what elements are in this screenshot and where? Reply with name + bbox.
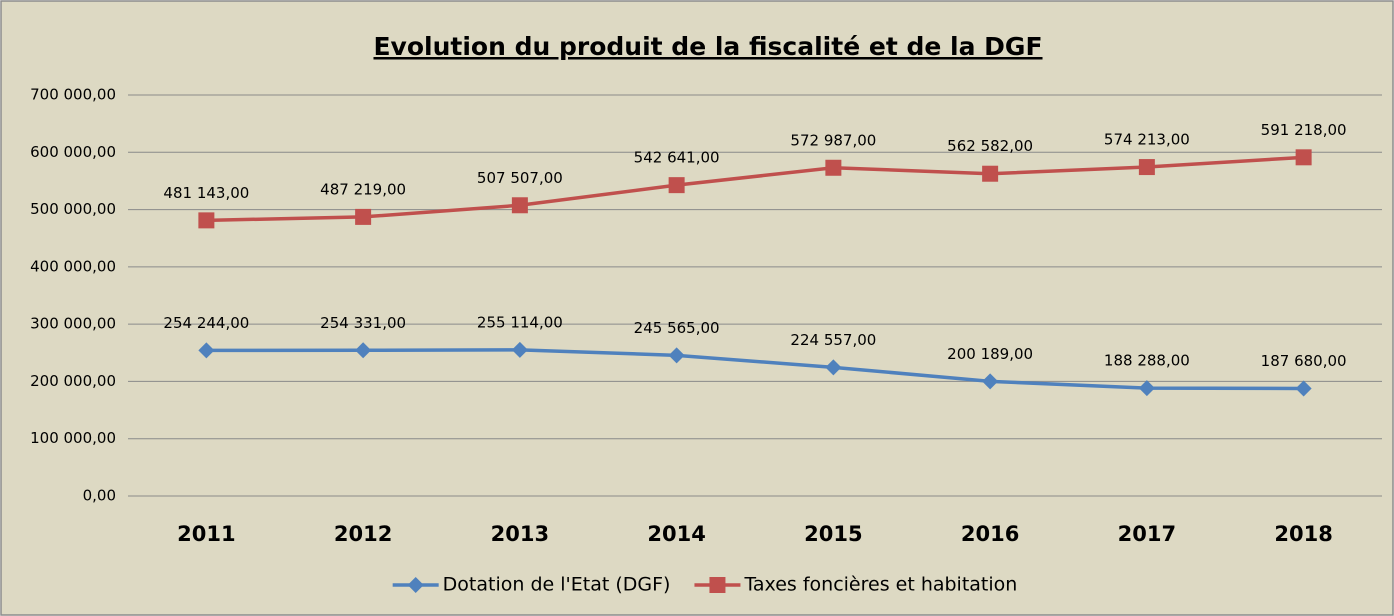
x-tick-label: 2013: [491, 522, 549, 546]
data-label: 481 143,00: [163, 184, 249, 202]
series-line: [206, 155, 1304, 223]
data-label: 255 114,00: [477, 313, 563, 331]
data-label: 487 219,00: [320, 180, 406, 198]
marker: [511, 341, 528, 358]
marker: [511, 197, 528, 214]
data-label: 224 557,00: [790, 331, 876, 349]
marker: [198, 342, 215, 359]
marker: [355, 208, 372, 225]
y-tick-label: 700 000,00: [30, 86, 116, 104]
data-label: 187 680,00: [1261, 352, 1347, 370]
marker: [668, 177, 685, 194]
y-tick-label: 500 000,00: [30, 200, 116, 218]
marker: [1295, 380, 1312, 397]
data-label: 200 189,00: [947, 345, 1033, 363]
data-label: 188 288,00: [1104, 352, 1190, 370]
data-label: 542 641,00: [634, 149, 720, 167]
legend-label: Dotation de l'Etat (DGF): [443, 574, 671, 596]
marker: [668, 347, 685, 364]
legend-label: Taxes foncières et habitation: [743, 574, 1017, 596]
data-label: 591 218,00: [1261, 121, 1347, 139]
series-line: [206, 348, 1304, 391]
marker: [825, 159, 842, 176]
legend: Dotation de l'Etat (DGF) Taxes foncières …: [392, 574, 1017, 596]
data-label: 254 244,00: [163, 314, 249, 332]
y-tick-label: 400 000,00: [30, 257, 116, 275]
chart-title: Evolution du produit de la fiscalité et …: [373, 32, 1042, 61]
marker: [825, 359, 842, 376]
y-tick-label: 600 000,00: [30, 143, 116, 161]
y-tick-label: 100 000,00: [30, 429, 116, 447]
y-tick-label: 0,00: [83, 487, 116, 505]
y-tick-label: 300 000,00: [30, 315, 116, 333]
x-tick-label: 2018: [1274, 522, 1332, 546]
x-tick-label: 2012: [334, 522, 392, 546]
marker: [407, 577, 424, 593]
marker: [198, 212, 215, 229]
marker: [1138, 159, 1155, 176]
marker: [355, 342, 372, 359]
data-label: 507 507,00: [477, 169, 563, 187]
data-label: 572 987,00: [790, 131, 876, 149]
data-label: 254 331,00: [320, 314, 406, 332]
data-label: 245 565,00: [634, 319, 720, 337]
y-tick-label: 200 000,00: [30, 372, 116, 390]
x-tick-label: 2016: [961, 522, 1019, 546]
x-tick-label: 2015: [804, 522, 862, 546]
marker: [1295, 149, 1312, 166]
marker: [709, 577, 726, 593]
data-label: 574 213,00: [1104, 131, 1190, 149]
data-label: 562 582,00: [947, 137, 1033, 155]
marker: [982, 373, 999, 390]
x-tick-label: 2017: [1118, 522, 1176, 546]
x-tick-label: 2011: [177, 522, 235, 546]
marker: [982, 165, 999, 182]
x-tick-label: 2014: [647, 522, 705, 546]
marker: [1138, 380, 1155, 397]
